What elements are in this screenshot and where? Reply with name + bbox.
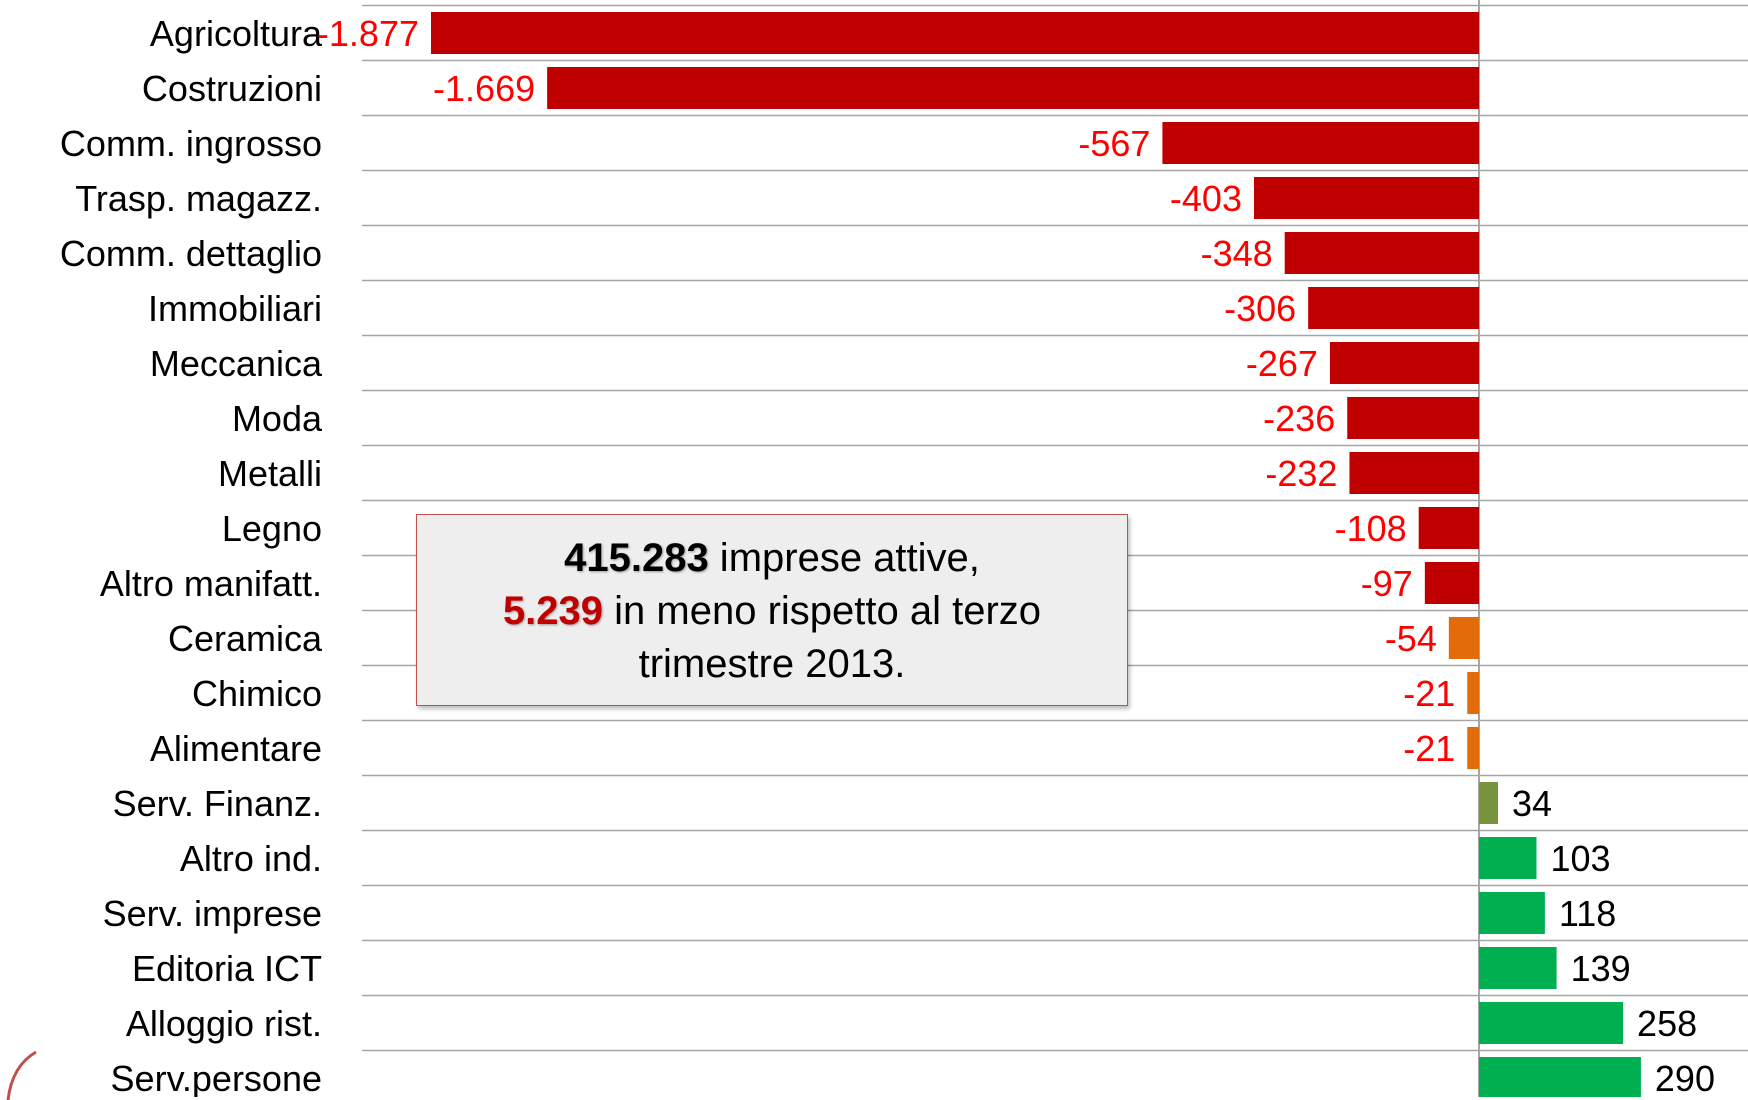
bar [1418,507,1479,549]
value-label: 139 [1571,948,1631,989]
value-label: -21 [1403,673,1455,714]
value-label: -108 [1335,508,1407,549]
value-label: 118 [1559,893,1616,934]
value-label: -21 [1403,728,1455,769]
bar [431,12,1479,54]
value-label: 290 [1655,1058,1715,1097]
category-label: Altro manifatt. [100,563,322,604]
category-label: Costruzioni [142,68,322,109]
category-label: Editoria ICT [132,948,322,989]
bar [1467,727,1479,769]
value-label: 34 [1512,783,1552,824]
category-label: Comm. ingrosso [60,123,322,164]
bar [1424,562,1479,604]
value-label: 103 [1551,838,1611,879]
bar [1479,947,1557,989]
category-label: Agricoltura [150,13,323,54]
total-text: imprese attive, [708,536,980,580]
value-label: -232 [1265,453,1337,494]
value-label: -54 [1385,618,1437,659]
bar [1329,342,1479,384]
category-label: Ceramica [168,618,323,659]
value-label: -236 [1263,398,1335,439]
value-label: -567 [1078,123,1150,164]
value-label: -267 [1246,343,1318,384]
total-active-businesses: 415.283 [564,536,709,580]
decorative-arc [6,1050,37,1100]
bar [1479,782,1498,824]
bar [1479,1002,1624,1044]
bar [547,67,1479,109]
bar [1349,452,1479,494]
bar [1347,397,1479,439]
bar [1479,892,1545,934]
value-label: -1.669 [433,68,535,109]
category-label: Metalli [218,453,322,494]
bar [1448,617,1479,659]
value-label: 258 [1637,1003,1697,1044]
value-label: -1.877 [317,13,419,54]
category-label: Immobiliari [148,288,322,329]
category-label: Serv. imprese [103,893,322,934]
value-label: -97 [1361,563,1413,604]
category-label: Serv.persone [111,1058,322,1097]
category-label: Alimentare [150,728,322,769]
category-label: Trasp. magazz. [75,178,322,219]
bar [1467,672,1479,714]
category-label: Chimico [192,673,322,714]
callout-line-3: trimestre 2013. [638,642,906,686]
category-label: Moda [232,398,323,439]
decrease-value: 5.239 [502,589,604,633]
value-label: -306 [1224,288,1296,329]
category-label: Serv. Finanz. [113,783,322,824]
callout-line-1: 415.283 imprese attive, [417,532,1127,585]
bar [1162,122,1479,164]
category-label: Alloggio rist. [126,1003,322,1044]
summary-callout: 415.283 imprese attive, 5.239 in meno ri… [416,514,1128,706]
callout-line-2: 5.239 in meno rispetto al terzo [417,585,1127,638]
bar [1284,232,1479,274]
value-label: -348 [1201,233,1273,274]
bar [1253,177,1479,219]
value-label: -403 [1170,178,1242,219]
category-label: Altro ind. [180,838,322,879]
category-label: Legno [222,508,322,549]
category-label: Comm. dettaglio [60,233,322,274]
category-label: Meccanica [150,343,323,384]
bar [1308,287,1479,329]
bar [1479,1057,1641,1097]
bar [1479,837,1537,879]
decrease-text: in meno rispetto al terzo [603,589,1042,633]
